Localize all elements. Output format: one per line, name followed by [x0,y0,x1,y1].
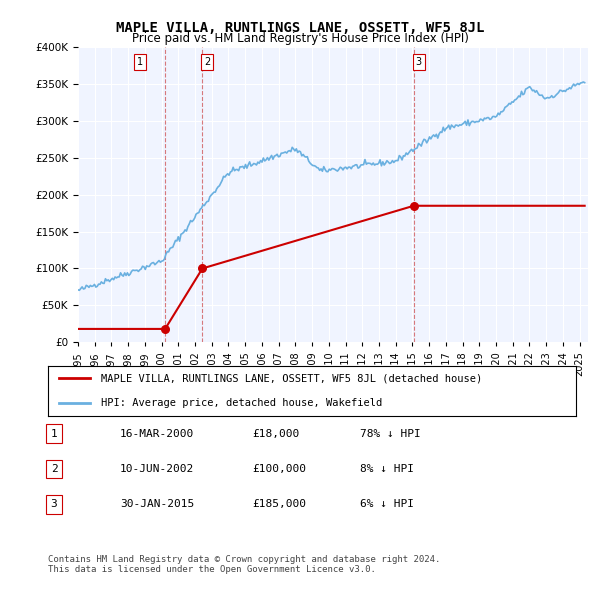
Text: MAPLE VILLA, RUNTLINGS LANE, OSSETT, WF5 8JL: MAPLE VILLA, RUNTLINGS LANE, OSSETT, WF5… [116,21,484,35]
Text: Contains HM Land Registry data © Crown copyright and database right 2024.
This d: Contains HM Land Registry data © Crown c… [48,555,440,574]
Text: 3: 3 [50,500,58,509]
Text: 3: 3 [416,57,422,67]
Text: £100,000: £100,000 [252,464,306,474]
Text: 8% ↓ HPI: 8% ↓ HPI [360,464,414,474]
Text: 1: 1 [50,429,58,438]
Text: 6% ↓ HPI: 6% ↓ HPI [360,500,414,509]
Text: 30-JAN-2015: 30-JAN-2015 [120,500,194,509]
Text: HPI: Average price, detached house, Wakefield: HPI: Average price, detached house, Wake… [101,398,382,408]
Point [197,264,207,273]
Text: £185,000: £185,000 [252,500,306,509]
Text: 16-MAR-2000: 16-MAR-2000 [120,429,194,438]
Text: 10-JUN-2002: 10-JUN-2002 [120,464,194,474]
Text: £18,000: £18,000 [252,429,299,438]
Text: 2: 2 [50,464,58,474]
Text: 1: 1 [137,57,143,67]
Text: Price paid vs. HM Land Registry's House Price Index (HPI): Price paid vs. HM Land Registry's House … [131,32,469,45]
Text: MAPLE VILLA, RUNTLINGS LANE, OSSETT, WF5 8JL (detached house): MAPLE VILLA, RUNTLINGS LANE, OSSETT, WF5… [101,373,482,384]
Text: 2: 2 [204,57,211,67]
Text: 78% ↓ HPI: 78% ↓ HPI [360,429,421,438]
Point [409,201,419,211]
Point [160,324,170,334]
